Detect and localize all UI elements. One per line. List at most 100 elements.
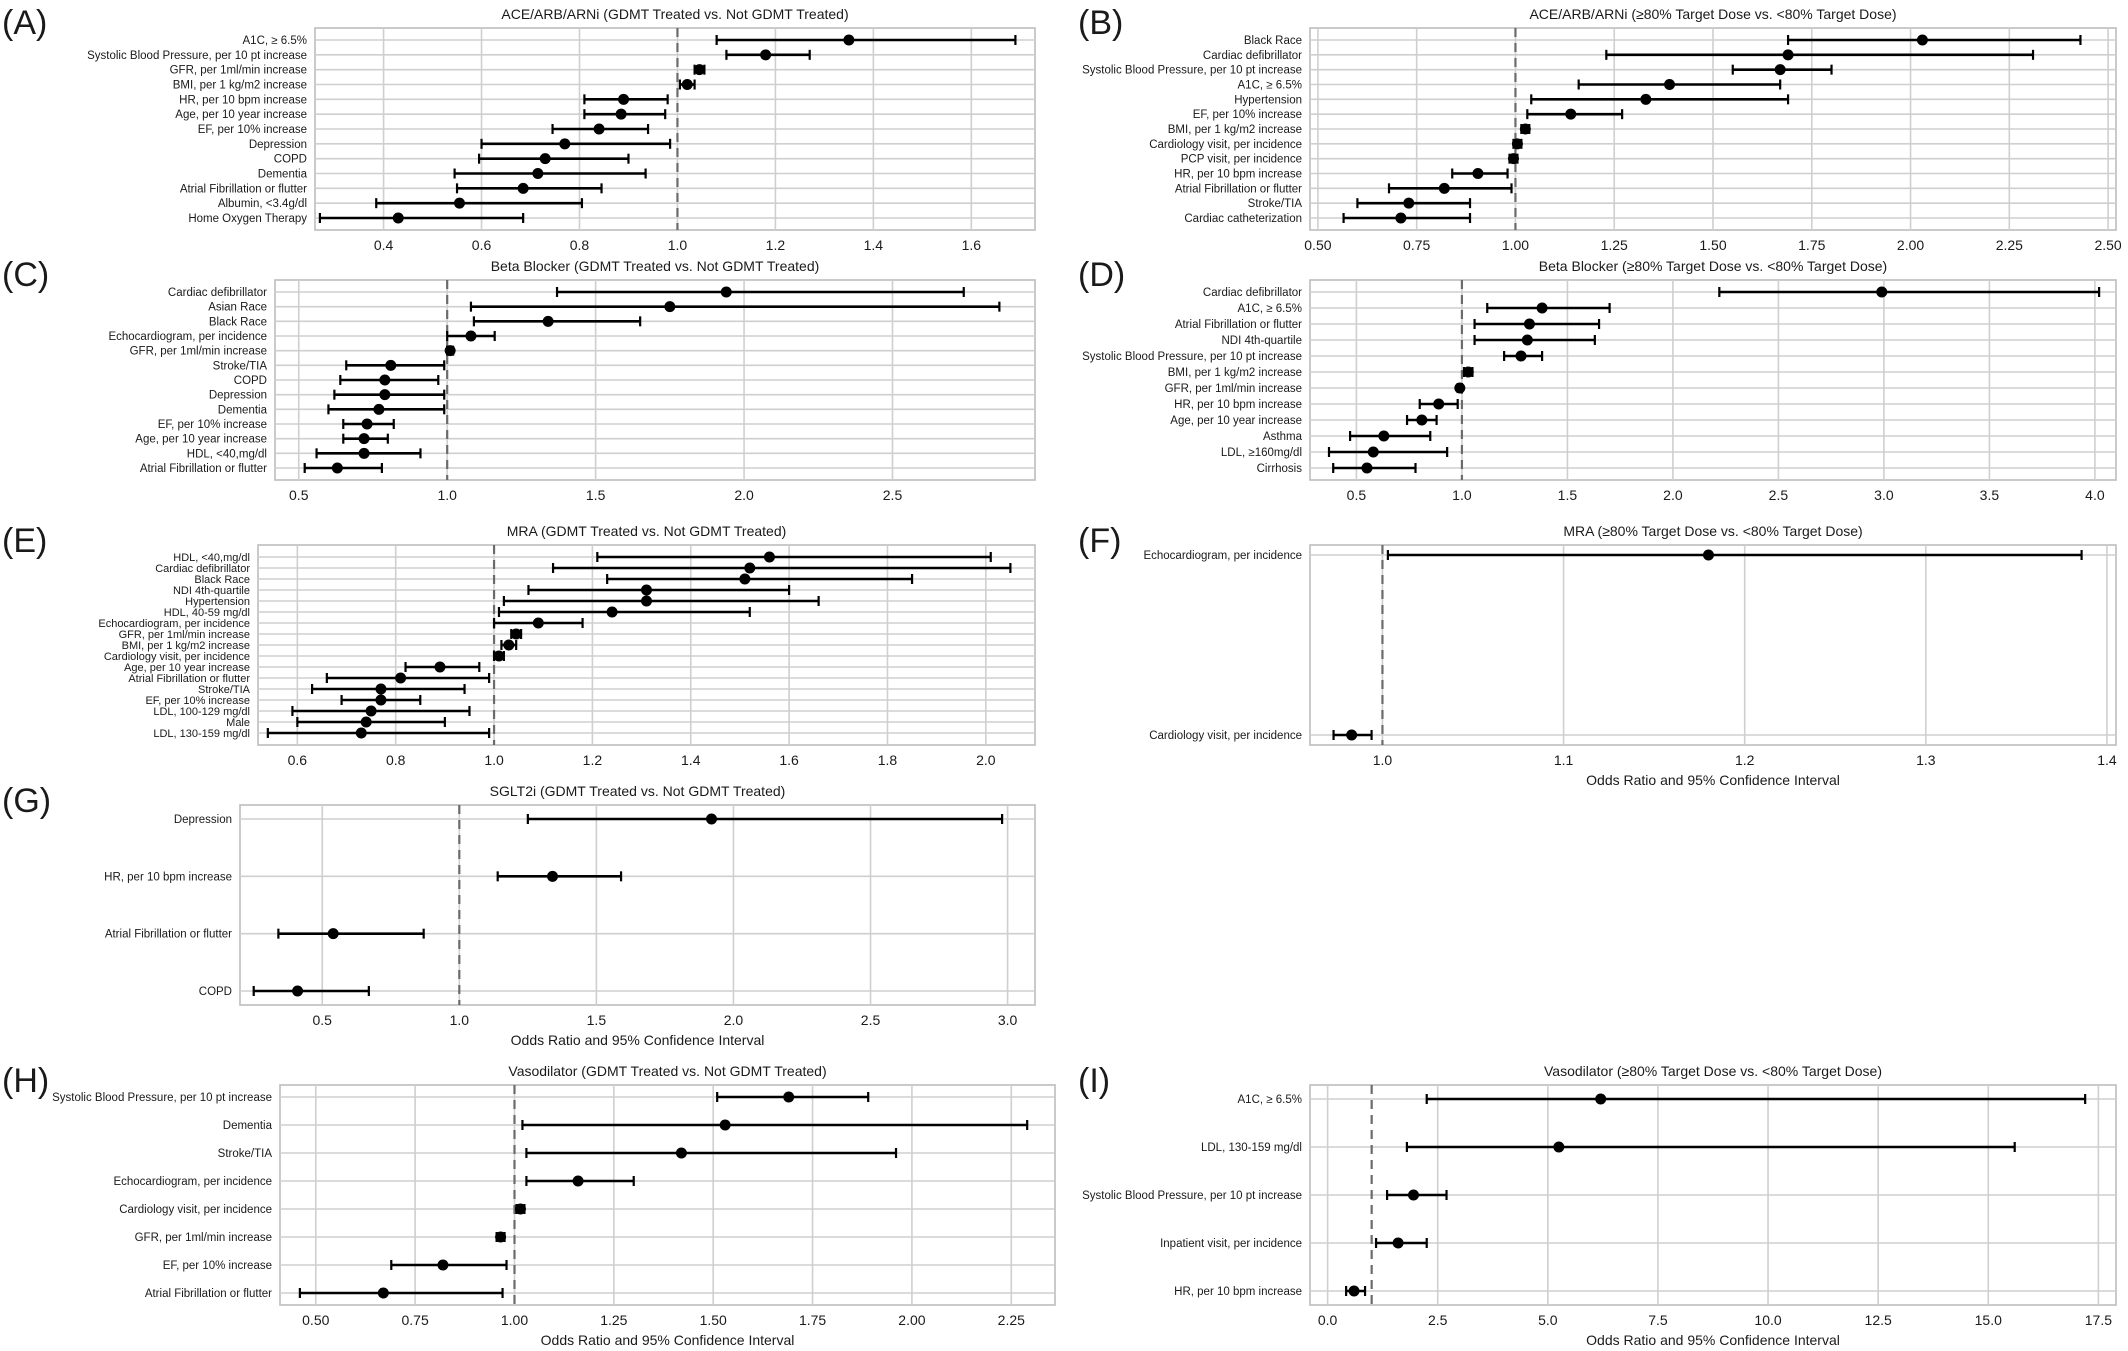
odds-ratio-point	[444, 345, 456, 357]
category-label: Echocardiogram, per incidence	[98, 618, 250, 630]
forest-panel-b: (B) ACE/ARB/ARNi (≥80% Target Dose vs. <8…	[1078, 4, 2122, 253]
plot-frame	[1309, 279, 2117, 481]
category-label: Asthma	[1263, 431, 1303, 443]
odds-ratio-point	[539, 153, 551, 165]
panel-letter: (C)	[2, 256, 49, 294]
x-tick-label: 1.4	[2097, 752, 2117, 768]
category-label: GFR, per 1ml/min increase	[119, 629, 250, 641]
category-label: EF, per 10% increase	[163, 1260, 272, 1272]
odds-ratio-point	[1408, 1189, 1420, 1201]
category-label: Dementia	[258, 169, 308, 181]
category-label: Cardiology visit, per incidence	[1149, 139, 1302, 151]
x-axis-label: Odds Ratio and 95% Confidence Interval	[1586, 772, 1840, 788]
odds-ratio-point	[1367, 446, 1379, 458]
odds-ratio-point	[641, 584, 652, 596]
odds-ratio-point	[618, 93, 630, 105]
x-tick-label: 1.00	[1502, 237, 1529, 253]
x-tick-label: 1.4	[681, 752, 701, 768]
odds-ratio-point	[542, 315, 554, 327]
x-tick-label: 17.5	[2085, 1312, 2112, 1328]
x-tick-label: 3.0	[998, 1012, 1018, 1028]
odds-ratio-point	[385, 359, 397, 371]
forest-panel-a: (A) ACE/ARB/ARNi (GDMT Treated vs. Not GD…	[2, 4, 1036, 253]
x-tick-label: 3.5	[1980, 487, 2000, 503]
odds-ratio-point	[1782, 49, 1794, 61]
category-label: Systolic Blood Pressure, per 10 pt incre…	[1082, 351, 1302, 363]
category-label: Systolic Blood Pressure, per 10 pt incre…	[1082, 65, 1302, 77]
x-tick-label: 2.0	[724, 1012, 744, 1028]
forest-panel-d: (D) Beta Blocker (≥80% Target Dose vs. <8…	[1078, 256, 2117, 503]
x-tick-label: 0.6	[472, 237, 492, 253]
x-tick-label: 10.0	[1754, 1312, 1781, 1328]
odds-ratio-point	[358, 447, 370, 459]
x-tick-label: 2.5	[1428, 1312, 1448, 1328]
category-label: Stroke/TIA	[218, 1148, 273, 1160]
category-label: Age, per 10 year increase	[1170, 415, 1302, 427]
category-label: Asian Race	[208, 302, 267, 314]
odds-ratio-point	[1361, 462, 1373, 474]
odds-ratio-point	[392, 212, 404, 224]
category-label: COPD	[274, 154, 307, 166]
odds-ratio-point	[1403, 197, 1415, 209]
odds-ratio-point	[532, 617, 544, 629]
odds-ratio-point	[365, 705, 377, 717]
category-label: Home Oxygen Therapy	[188, 213, 307, 225]
odds-ratio-point	[503, 639, 515, 651]
x-tick-label: 1.1	[1554, 752, 1574, 768]
x-axis-label: Odds Ratio and 95% Confidence Interval	[511, 1032, 765, 1048]
x-tick-label: 1.75	[799, 1312, 826, 1328]
category-label: GFR, per 1ml/min increase	[135, 1232, 272, 1244]
odds-ratio-point	[843, 34, 855, 46]
category-label: Cardiology visit, per incidence	[104, 651, 250, 663]
odds-ratio-point	[1438, 182, 1450, 194]
category-label: BMI, per 1 kg/m2 increase	[1168, 367, 1302, 379]
category-label: Cirrhosis	[1257, 463, 1303, 475]
x-axis-label: Odds Ratio and 95% Confidence Interval	[541, 1332, 795, 1348]
odds-ratio-point	[514, 1203, 526, 1215]
odds-ratio-point	[1640, 93, 1652, 105]
panel-letter: (E)	[2, 522, 47, 560]
category-label: Stroke/TIA	[1248, 198, 1303, 210]
x-tick-label: 4.0	[2085, 487, 2105, 503]
x-tick-label: 1.2	[583, 752, 603, 768]
odds-ratio-point	[355, 727, 367, 739]
x-tick-label: 1.25	[1601, 237, 1628, 253]
category-label: Black Race	[1244, 35, 1302, 47]
forest-panel-i: (I) Vasodilator (≥80% Target Dose vs. <80…	[1078, 1062, 2117, 1348]
x-tick-label: 5.0	[1538, 1312, 1558, 1328]
panel-title: Beta Blocker (GDMT Treated vs. Not GDMT …	[491, 258, 820, 274]
x-tick-label: 3.0	[1874, 487, 1894, 503]
x-tick-label: 1.2	[1735, 752, 1755, 768]
odds-ratio-point	[358, 433, 370, 445]
category-label: Atrial Fibrillation or flutter	[145, 1288, 272, 1300]
category-label: Albumin, <3.4g/dl	[218, 198, 307, 210]
odds-ratio-point	[681, 79, 693, 90]
panel-title: MRA (≥80% Target Dose vs. <80% Target Do…	[1563, 523, 1862, 539]
x-tick-label: 2.50	[2094, 237, 2121, 253]
category-label: Hypertension	[185, 596, 250, 608]
category-label: LDL, ≥160mg/dl	[1221, 447, 1302, 459]
odds-ratio-point	[675, 1147, 687, 1159]
x-tick-label: 1.3	[1916, 752, 1936, 768]
category-label: GFR, per 1ml/min increase	[130, 346, 267, 358]
odds-ratio-point	[1433, 398, 1445, 410]
category-label: Inpatient visit, per incidence	[1160, 1238, 1302, 1250]
category-label: Atrial Fibrillation or flutter	[105, 929, 232, 941]
odds-ratio-point	[1523, 318, 1535, 330]
category-label: Atrial Fibrillation or flutter	[140, 463, 267, 475]
x-tick-label: 1.0	[1452, 487, 1472, 503]
category-label: Echocardiogram, per incidence	[108, 331, 267, 343]
category-label: COPD	[234, 375, 267, 387]
x-tick-label: 0.8	[570, 237, 590, 253]
category-label: Black Race	[194, 574, 250, 586]
category-label: Depression	[209, 390, 267, 402]
x-tick-label: 1.6	[962, 237, 982, 253]
odds-ratio-point	[1521, 334, 1533, 346]
odds-ratio-point	[572, 1175, 584, 1187]
category-label: Systolic Blood Pressure, per 10 pt incre…	[87, 50, 307, 62]
panel-letter: (F)	[1078, 522, 1121, 560]
category-label: EF, per 10% increase	[198, 124, 307, 136]
odds-ratio-point	[593, 123, 605, 135]
odds-ratio-point	[360, 716, 372, 728]
category-label: LDL, 100-129 mg/dl	[153, 706, 250, 718]
